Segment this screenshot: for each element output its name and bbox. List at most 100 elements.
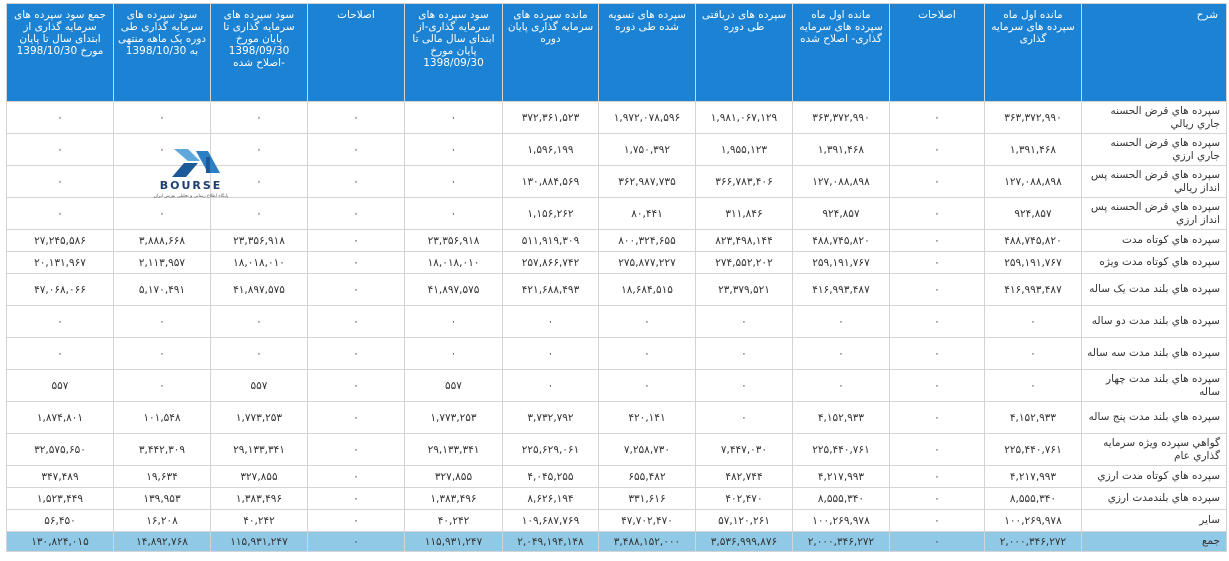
column-header-2: اصلاحات	[889, 3, 985, 102]
table-row: سپرده هاي قرض الحسنه جاري ريالي ۳۶۳,۳۷۲,۹…	[6, 101, 1227, 134]
table-cell: ۲۳,۳۷۹,۵۲۱	[695, 273, 793, 306]
table-row: گواهي سپرده ويژه سرمايه گذاري عام ۲۲۵,۴۴۰…	[6, 433, 1227, 466]
table-cell: ۳۲۷,۸۵۵	[404, 465, 503, 488]
table-cell: ۰	[404, 133, 503, 166]
table-cell: ۹۲۴,۸۵۷	[792, 197, 890, 230]
table-cell: ۴۸۸,۷۴۵,۸۲۰	[984, 229, 1082, 252]
table-cell: ۰	[307, 305, 405, 338]
table-cell: ۰	[792, 337, 890, 370]
table-row: سپرده هاي قرض الحسنه پس انداز ريالي ۱۲۷,۰…	[6, 165, 1227, 198]
table-cell: ۳,۴۸۸,۱۵۲,۰۰۰	[598, 531, 696, 552]
bourse-logo: BOURSE پایگاه اطلاع رسانی و تحلیلی بورس …	[154, 149, 229, 199]
table-cell: ۰	[889, 401, 985, 434]
table-cell: ۴۷,۰۶۸,۰۶۶	[6, 273, 114, 306]
row-label: ساير	[1081, 509, 1227, 532]
table-cell: ۰	[695, 401, 793, 434]
table-cell: ۰	[6, 337, 114, 370]
table-row: سپرده هاي بلندمدت ارزي ۸,۵۵۵,۳۴۰ ۰ ۸,۵۵۵,۳۴…	[6, 487, 1227, 510]
table-cell: ۴,۱۵۲,۹۳۳	[792, 401, 890, 434]
table-cell: ۱۰۱,۵۴۸	[113, 401, 211, 434]
table-cell: ۱۱۵,۹۳۱,۲۴۷	[210, 531, 308, 552]
table-cell: ۱۳۰,۸۲۴,۰۱۵	[6, 531, 114, 552]
table-cell: ۳۴۷,۴۸۹	[6, 465, 114, 488]
row-label: گواهي سپرده ويژه سرمايه گذاري عام	[1081, 433, 1227, 466]
table-cell: ۰	[307, 165, 405, 198]
table-cell: ۲۵۹,۱۹۱,۷۶۷	[792, 251, 890, 274]
table-cell: ۱,۷۵۰,۳۹۲	[598, 133, 696, 166]
table-cell: ۴۷,۷۰۲,۴۷۰	[598, 509, 696, 532]
table-cell: ۳۶۳,۳۷۲,۹۹۰	[984, 101, 1082, 134]
table-cell: ۰	[889, 273, 985, 306]
table-cell: ۴۲۱,۶۸۸,۴۹۳	[502, 273, 599, 306]
table-cell: ۰	[889, 101, 985, 134]
table-cell: ۱,۱۵۶,۲۶۲	[502, 197, 599, 230]
table-cell: ۰	[6, 133, 114, 166]
report-table-wrapper: شرح مانده اول ماه سپرده های سرمایه گذاری ا…	[6, 3, 1227, 552]
table-cell: ۱,۳۸۳,۴۹۶	[404, 487, 503, 510]
table-cell: ۴,۲۱۷,۹۹۳	[792, 465, 890, 488]
table-cell: ۱۹,۶۳۴	[113, 465, 211, 488]
table-cell: ۳۶۶,۷۸۳,۴۰۶	[695, 165, 793, 198]
row-label: سپرده هاي بلند مدت دو ساله	[1081, 305, 1227, 338]
total-row: جمع ۲,۰۰۰,۳۴۶,۲۷۲ ۰ ۲,۰۰۰,۳۴۶,۲۷۲ ۳,۵۳۶,۹۹۹,…	[6, 531, 1227, 552]
table-cell: ۰	[889, 197, 985, 230]
table-cell: ۰	[889, 251, 985, 274]
table-cell: ۱,۸۷۴,۸۰۱	[6, 401, 114, 434]
row-label: سپرده هاي بلند مدت پنج ساله	[1081, 401, 1227, 434]
table-cell: ۴۱۶,۹۹۳,۴۸۷	[792, 273, 890, 306]
table-cell: ۱۴,۸۹۲,۷۶۸	[113, 531, 211, 552]
table-cell: ۱۸,۶۸۴,۵۱۵	[598, 273, 696, 306]
table-cell: ۰	[984, 337, 1082, 370]
table-cell: ۰	[889, 487, 985, 510]
table-cell: ۵۵۷	[404, 369, 503, 402]
table-row: سپرده هاي قرض الحسنه جاري ارزي ۱,۳۹۱,۴۶۸ ۰…	[6, 133, 1227, 166]
column-header-11: جمع سود سپرده های سرمایه گذاری از ابتدای…	[6, 3, 114, 102]
table-cell: ۲۷۴,۵۵۲,۲۰۲	[695, 251, 793, 274]
row-label: سپرده هاي بلند مدت سه ساله	[1081, 337, 1227, 370]
table-cell: ۰	[889, 133, 985, 166]
table-cell: ۰	[210, 197, 308, 230]
table-row: سپرده هاي بلند مدت چهار ساله ۰ ۰ ۰ ۰ ۰ ۰ ۵۵۷ ۰ ۵۵…	[6, 369, 1227, 402]
table-cell: ۰	[404, 165, 503, 198]
table-row: سپرده هاي قرض الحسنه پس انداز ارزي ۹۲۴,۸۵…	[6, 197, 1227, 230]
table-cell: ۱۰۰,۲۶۹,۹۷۸	[984, 509, 1082, 532]
table-cell: ۲۳,۳۵۶,۹۱۸	[210, 229, 308, 252]
table-cell: ۵,۱۷۰,۴۹۱	[113, 273, 211, 306]
table-cell: ۲۲۵,۶۲۹,۰۶۱	[502, 433, 599, 466]
table-cell: ۱۰۰,۲۶۹,۹۷۸	[792, 509, 890, 532]
table-cell: ۰	[6, 101, 114, 134]
table-cell: ۰	[307, 197, 405, 230]
table-cell: ۰	[6, 197, 114, 230]
table-cell: ۳۶۳,۳۷۲,۹۹۰	[792, 101, 890, 134]
row-label: سپرده هاي بلند مدت يک ساله	[1081, 273, 1227, 306]
table-body: سپرده هاي قرض الحسنه جاري ريالي ۳۶۳,۳۷۲,۹…	[6, 101, 1227, 552]
table-cell: ۱۲۷,۰۸۸,۸۹۸	[792, 165, 890, 198]
table-cell: ۱,۹۷۲,۰۷۸,۵۹۶	[598, 101, 696, 134]
table-cell: ۳۲,۵۷۵,۶۵۰	[6, 433, 114, 466]
table-cell: ۰	[889, 229, 985, 252]
table-cell: ۱۶,۲۰۸	[113, 509, 211, 532]
table-cell: ۸,۵۵۵,۳۴۰	[984, 487, 1082, 510]
table-cell: ۰	[307, 401, 405, 434]
table-cell: ۴۸۲,۷۴۴	[695, 465, 793, 488]
table-cell: ۴۰۲,۴۷۰	[695, 487, 793, 510]
table-cell: ۰	[695, 337, 793, 370]
table-cell: ۱۳۰,۸۸۴,۵۶۹	[502, 165, 599, 198]
column-header-8: اصلاحات	[307, 3, 405, 102]
table-cell: ۲۹,۱۳۳,۳۴۱	[210, 433, 308, 466]
row-label: سپرده هاي کوتاه مدت	[1081, 229, 1227, 252]
table-cell: ۳,۷۳۲,۷۹۲	[502, 401, 599, 434]
table-cell: ۰	[210, 165, 308, 198]
table-cell: ۰	[404, 197, 503, 230]
table-row: سپرده هاي بلند مدت سه ساله ۰ ۰ ۰ ۰ ۰ ۰ ۰ ۰ ۰ ۰ ۰	[6, 337, 1227, 370]
table-cell: ۰	[210, 305, 308, 338]
table-cell: ۳,۵۳۶,۹۹۹,۸۷۶	[695, 531, 793, 552]
logo-subtitle: پایگاه اطلاع رسانی و تحلیلی بورس ایران	[154, 193, 229, 199]
row-label: سپرده هاي قرض الحسنه جاري ريالي	[1081, 101, 1227, 134]
table-cell: ۲۲۵,۴۴۰,۷۶۱	[792, 433, 890, 466]
table-cell: ۰	[307, 369, 405, 402]
table-cell: ۴,۰۴۵,۲۵۵	[502, 465, 599, 488]
column-header-5: سپرده های تسویه شده طی دوره	[598, 3, 696, 102]
table-cell: ۷,۲۵۸,۷۳۰	[598, 433, 696, 466]
row-label: سپرده هاي بلند مدت چهار ساله	[1081, 369, 1227, 402]
